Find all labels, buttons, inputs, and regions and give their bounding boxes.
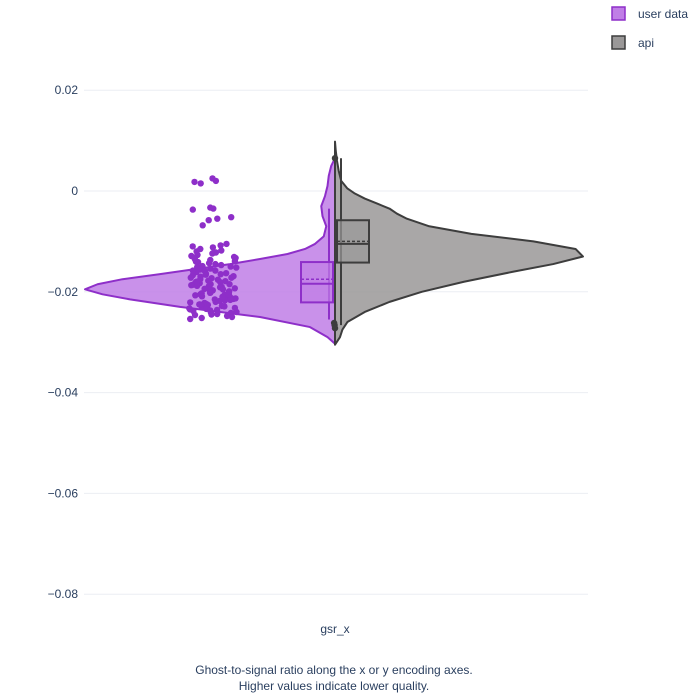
x-tick-label: gsr_x xyxy=(320,622,349,636)
violin-user-data xyxy=(84,157,336,345)
data-point-user-data xyxy=(217,271,224,278)
data-point-user-data xyxy=(206,289,214,296)
caption-line-1: Ghost-to-signal ratio along the x or y e… xyxy=(195,663,473,677)
data-point-user-data xyxy=(214,215,221,222)
data-point-user-data xyxy=(189,206,196,213)
data-point-user-data xyxy=(192,292,199,299)
y-tick-label: 0 xyxy=(71,184,78,198)
data-point-user-data xyxy=(198,314,205,322)
data-point-user-data xyxy=(221,303,228,310)
data-point-user-data xyxy=(225,288,233,295)
caption-line-2: Higher values indicate lower quality. xyxy=(239,679,430,693)
data-point-user-data xyxy=(192,258,200,265)
data-point-user-data xyxy=(226,281,233,288)
data-point-user-data xyxy=(233,264,240,271)
data-point-user-data xyxy=(189,243,196,250)
y-tick-label: −0.08 xyxy=(48,587,79,601)
data-point-user-data xyxy=(205,259,213,267)
data-point-user-data xyxy=(196,301,204,308)
data-point-user-data xyxy=(202,271,209,278)
data-point-user-data xyxy=(217,242,224,249)
data-point-user-data xyxy=(210,205,217,212)
data-point-user-data xyxy=(209,250,216,257)
data-point-user-data xyxy=(205,217,212,224)
data-point-user-data xyxy=(191,311,199,319)
violin-plot-area xyxy=(84,140,584,346)
data-point-user-data xyxy=(223,240,230,248)
data-point-user-data xyxy=(189,267,197,274)
legend-swatch xyxy=(611,6,626,21)
data-point-user-data xyxy=(187,315,194,323)
data-point-user-data xyxy=(198,293,206,300)
legend-swatch xyxy=(611,35,626,50)
x-axis: gsr_x xyxy=(320,622,349,636)
data-point-user-data xyxy=(191,178,198,186)
data-point-api xyxy=(331,324,339,332)
data-point-user-data xyxy=(228,214,235,221)
data-point-user-data xyxy=(212,260,219,268)
data-point-user-data xyxy=(187,274,194,281)
box-user-data xyxy=(300,261,334,304)
data-point-user-data xyxy=(209,244,217,251)
data-point-user-data xyxy=(228,313,236,321)
y-tick-label: −0.04 xyxy=(48,386,79,400)
y-tick-label: −0.02 xyxy=(48,285,79,299)
y-tick-label: −0.06 xyxy=(48,486,79,500)
data-point-user-data xyxy=(227,263,234,270)
data-point-user-data xyxy=(219,286,227,293)
data-point-user-data xyxy=(218,261,225,269)
data-point-user-data xyxy=(207,265,214,272)
data-point-user-data xyxy=(223,312,231,320)
data-point-user-data xyxy=(233,308,240,316)
legend-item-api[interactable]: api xyxy=(611,35,654,50)
legend-label: api xyxy=(638,36,654,50)
violin-api xyxy=(334,140,584,346)
chart-caption: Ghost-to-signal ratio along the x or y e… xyxy=(195,663,473,693)
data-point-user-data xyxy=(197,180,204,187)
legend-label: user data xyxy=(638,7,688,21)
data-point-user-data xyxy=(227,296,234,304)
data-point-user-data xyxy=(231,257,239,265)
data-point-user-data xyxy=(231,285,238,292)
data-point-user-data xyxy=(212,267,219,274)
data-point-user-data xyxy=(188,282,195,289)
legend-item-user-data[interactable]: user data xyxy=(611,6,688,21)
y-axis: 0.02 0 −0.02 −0.04 −0.06 −0.08 xyxy=(48,83,79,601)
data-point-user-data xyxy=(199,222,206,229)
data-point-user-data xyxy=(219,293,226,300)
data-point-user-data xyxy=(187,299,194,306)
data-point-user-data xyxy=(212,177,220,185)
legend[interactable]: user data api xyxy=(611,6,688,50)
data-point-user-data xyxy=(186,306,194,313)
data-point-user-data xyxy=(214,310,221,318)
data-point-user-data xyxy=(228,274,235,281)
data-point-user-data xyxy=(222,270,230,277)
data-point-user-data xyxy=(211,296,218,303)
y-tick-label: 0.02 xyxy=(55,83,79,97)
data-point-api xyxy=(331,155,339,162)
data-point-user-data xyxy=(193,282,201,289)
data-point-user-data xyxy=(208,311,215,318)
data-point-user-data xyxy=(218,247,225,254)
